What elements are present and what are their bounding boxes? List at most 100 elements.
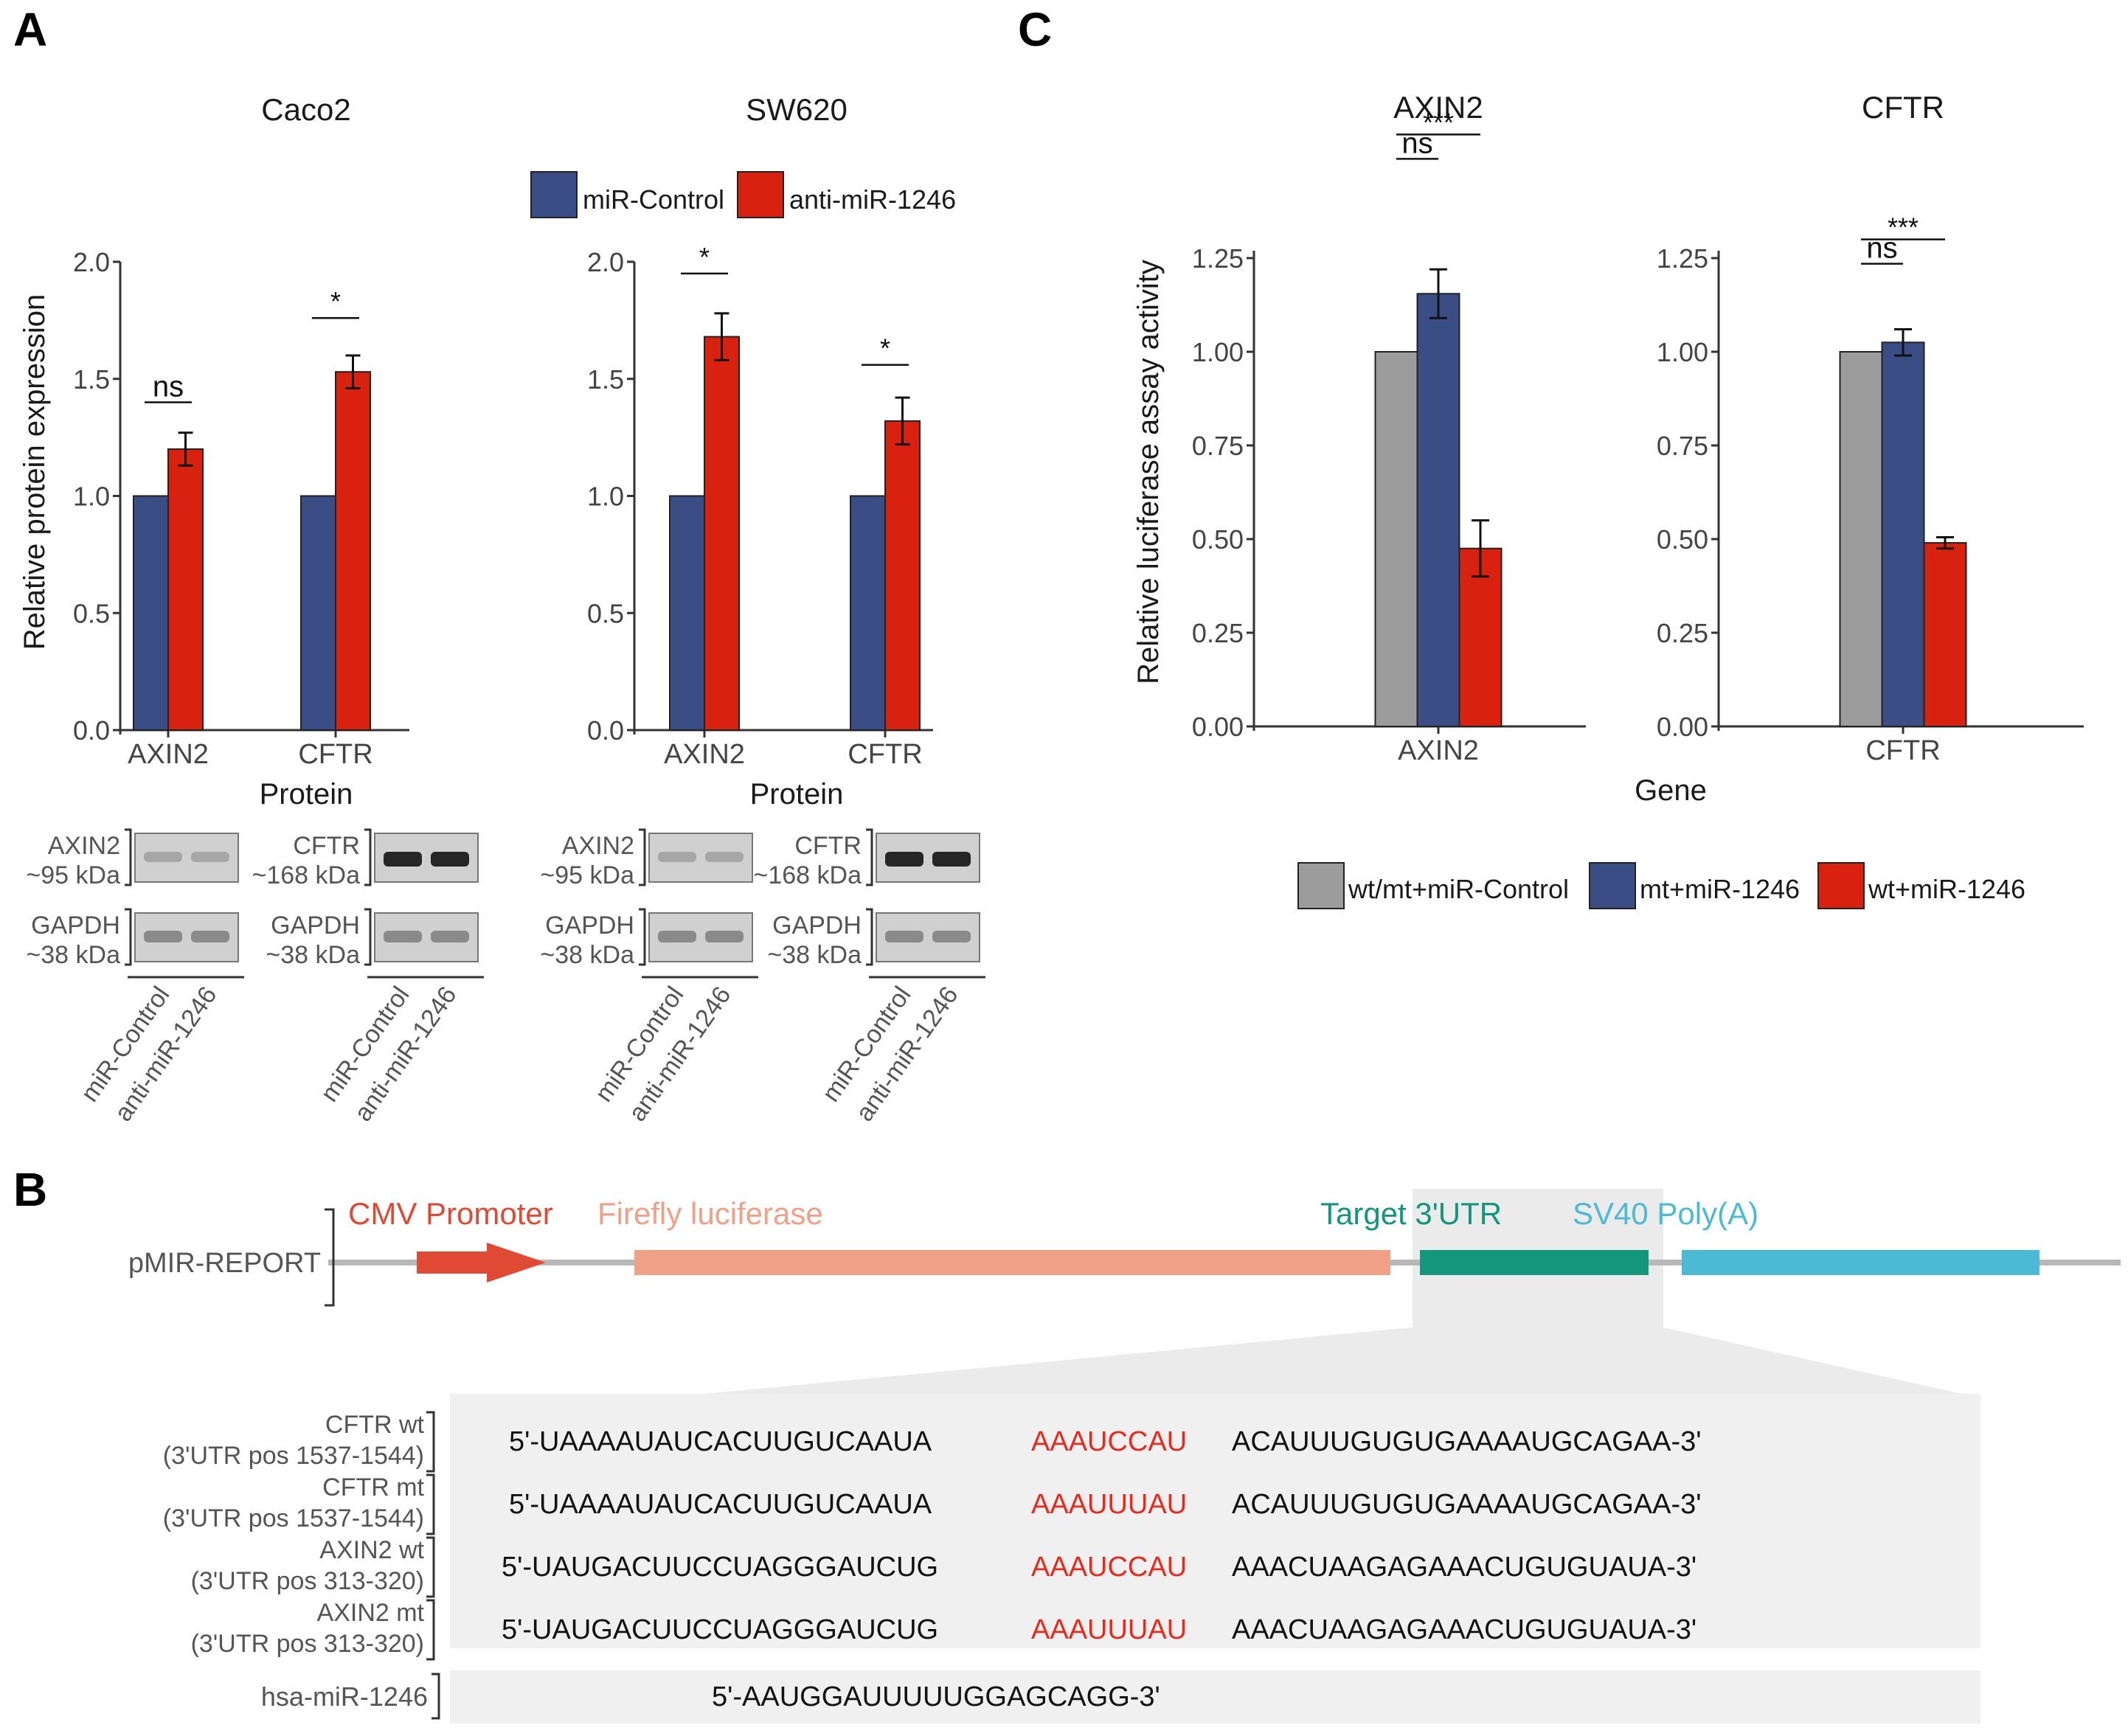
y-tick-label: 0.00: [1192, 712, 1244, 742]
blot-band: [191, 931, 229, 942]
label-sv40-polya: SV40 Poly(A): [1573, 1196, 1758, 1231]
sequence-right: ACAUUUGUGUGAAAAUGCAGAA-3': [1232, 1426, 1701, 1457]
y-tick-label: 1.25: [1657, 243, 1708, 274]
significance-label: ***: [1423, 107, 1454, 137]
blot-band: [885, 931, 923, 942]
sequence-left: 5'-UAAAAUAUCACUUGUCAAUA: [509, 1489, 932, 1520]
sequence-name: AXIN2 mt: [317, 1599, 425, 1627]
sequence-seed: AAAUCCAU: [1031, 1552, 1187, 1583]
panel-label-a: A: [13, 3, 47, 56]
y-tick-label: 1.0: [587, 482, 624, 512]
error-bar: [714, 312, 729, 361]
blot-target-label: AXIN2: [48, 832, 120, 860]
bracket: [426, 1536, 435, 1598]
y-axis-title: Relative protein expression: [18, 294, 51, 650]
legend-c: wt/mt+miR-Control mt+miR-1246 wt+miR-1246: [1297, 862, 2025, 909]
y-tick-label: 0.50: [1657, 524, 1708, 555]
y-tick-label: 0.0: [587, 715, 624, 746]
blot-target-kda: ~168 kDa: [252, 861, 361, 889]
sequence-name: CFTR mt: [322, 1473, 424, 1501]
blot-loading-kda: ~38 kDa: [767, 941, 862, 969]
mirna-sequence: 5'-AAUGGAUUUUUGGAGCAGG-3': [712, 1681, 1160, 1712]
y-tick-label: 0.00: [1657, 712, 1708, 742]
y-tick-label: 0.75: [1657, 431, 1708, 461]
bracket: [426, 1411, 435, 1473]
bar-anti-miR-1246-AXIN2: [704, 336, 740, 732]
blot-band: [144, 852, 182, 862]
cmv-promoter-arrow: [487, 1243, 546, 1282]
y-tick-label: 1.5: [587, 364, 624, 395]
blot-loading-kda: ~38 kDa: [26, 941, 120, 969]
y-axis-title: Relative luciferase assay activity: [1132, 260, 1165, 684]
blot-loading-label: GAPDH: [271, 912, 360, 940]
y-tick-label: 1.25: [1192, 243, 1244, 274]
sequence-right: AAACUAAGAGAAACUGUGUAUA-3': [1232, 1552, 1696, 1583]
label-target-utr: Target 3'UTR: [1320, 1196, 1502, 1231]
mirna-name: hsa-miR-1246: [261, 1681, 428, 1712]
sequence-left: 5'-UAAAAUAUCACUUGUCAAUA: [509, 1426, 932, 1457]
chart-caco2: Caco2 0.0 0.5 1.0 1.5 2.0 AXIN2 ns CFTR * Protein: [73, 92, 409, 810]
sequence-row: AXIN2 wt (3'UTR pos 313-320) 5'-UAUGACUUCC…: [191, 1536, 1696, 1598]
significance-label: ns: [1866, 232, 1897, 265]
legend-label-control: miR-Control: [583, 184, 724, 215]
bracket: [432, 1673, 440, 1720]
error-bar: [1429, 268, 1447, 319]
y-tick-label: 0.25: [1192, 618, 1244, 648]
cmv-promoter-bar: [417, 1251, 498, 1274]
legend-swatch: [1589, 862, 1636, 909]
blot-band: [932, 931, 971, 942]
firefly-luciferase-bar: [634, 1250, 1390, 1275]
blot-band: [431, 931, 469, 942]
sequence-box: [450, 1394, 1980, 1648]
bar-miR-Control-CFTR: [300, 495, 336, 731]
label-firefly-luciferase: Firefly luciferase: [597, 1196, 823, 1231]
blot-loading-kda: ~38 kDa: [540, 941, 634, 969]
bracket: [426, 1599, 435, 1661]
blot-band: [705, 931, 744, 942]
significance-label: ***: [1888, 212, 1919, 243]
legend-swatch: [1817, 862, 1865, 909]
blot-band: [144, 931, 182, 942]
significance-label: *: [880, 333, 890, 364]
panel-label-c: C: [1018, 3, 1052, 56]
bracket: [125, 828, 132, 886]
blot-band: [705, 852, 744, 862]
error-bar: [1894, 328, 1912, 357]
x-tick-label: CFTR: [848, 739, 922, 770]
sequence-seed: AAAUCCAU: [1031, 1426, 1187, 1457]
construct-name: pMIR-REPORT: [128, 1248, 321, 1279]
legend-swatch-control: [530, 171, 578, 218]
bracket: [866, 908, 873, 966]
error-bar: [345, 354, 361, 389]
bar-miR-Control-AXIN2: [669, 495, 705, 731]
blot-target-label: CFTR: [794, 832, 862, 860]
sequence-seed: AAAUUUAU: [1031, 1614, 1187, 1645]
bar-anti-miR-1246-CFTR: [884, 420, 921, 732]
blot-loading-label: GAPDH: [31, 912, 120, 940]
sequence-row: CFTR mt (3'UTR pos 1537-1544) 5'-UAAAAUAUC…: [163, 1473, 1701, 1535]
sequence-left: 5'-UAUGACUUCCUAGGGAUCUG: [502, 1614, 938, 1645]
legend-swatch-anti: [737, 171, 784, 218]
sequence-right: ACAUUUGUGUGAAAAUGCAGAA-3': [1232, 1489, 1701, 1520]
y-tick-label: 2.0: [587, 247, 624, 277]
bar-wt/mt+miR-Control: [1374, 351, 1418, 727]
bar-wt/mt+miR-Control: [1839, 351, 1883, 727]
blot-band: [384, 852, 422, 867]
y-tick-label: 0.0: [73, 715, 110, 746]
significance-label: *: [699, 242, 710, 272]
x-tick-label: AXIN2: [128, 739, 209, 770]
blot-loading-label: GAPDH: [545, 912, 634, 940]
error-bar: [1936, 535, 1954, 550]
legend-label-anti: anti-miR-1246: [789, 184, 956, 215]
chart-cftr: CFTR 0.00 0.25 0.50 0.75 1.00 1.25 CFTR ns***: [1657, 90, 2084, 766]
y-tick-label: 0.75: [1192, 431, 1244, 461]
y-tick-label: 1.00: [1657, 337, 1708, 367]
chart-title-axin2: AXIN2: [1393, 90, 1483, 125]
panel-c: CAXIN20.000.250.500.751.001.25AXIN2ns***…: [1018, 3, 2084, 909]
chart-title-cftr: CFTR: [1862, 90, 1944, 125]
y-tick-label: 0.50: [1192, 524, 1244, 555]
chart-title-caco2: Caco2: [261, 92, 350, 127]
legend-a: miR-Control anti-miR-1246: [530, 171, 956, 218]
